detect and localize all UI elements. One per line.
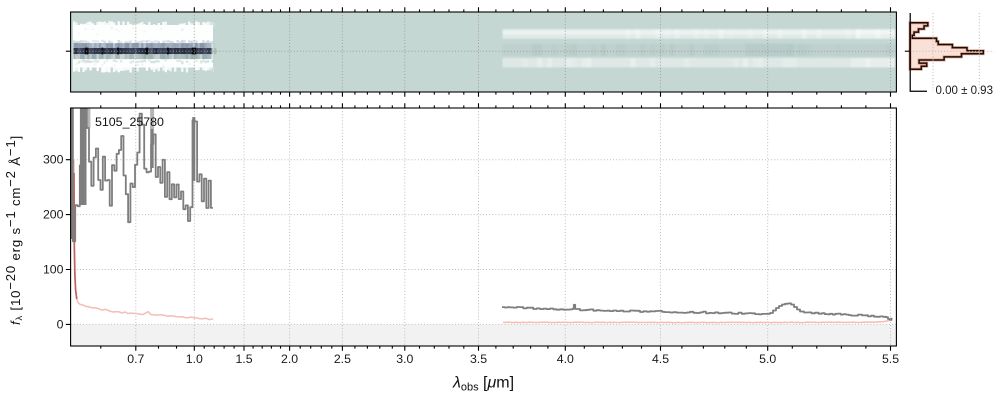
svg-text:3.5: 3.5 [470, 352, 487, 366]
svg-text:300: 300 [43, 153, 64, 167]
svg-text:4.5: 4.5 [652, 352, 669, 366]
svg-text:0.7: 0.7 [127, 352, 144, 366]
svg-text:0.00 ± 0.93: 0.00 ± 0.93 [936, 85, 993, 97]
svg-text:3.0: 3.0 [396, 352, 413, 366]
svg-text:2.0: 2.0 [281, 352, 298, 366]
svg-text:λobs [μm]: λobs [μm] [452, 375, 514, 394]
svg-text:4.0: 4.0 [557, 352, 574, 366]
svg-text:0: 0 [57, 317, 64, 331]
svg-text:5105_25780: 5105_25780 [95, 115, 164, 129]
svg-text:1.5: 1.5 [235, 352, 252, 366]
svg-text:5.0: 5.0 [759, 352, 776, 366]
svg-text:2.5: 2.5 [334, 352, 351, 366]
svg-text:5.5: 5.5 [882, 352, 899, 366]
svg-text:1.0: 1.0 [186, 352, 203, 366]
svg-text:200: 200 [43, 208, 64, 222]
svg-text:100: 100 [43, 263, 64, 277]
svg-text:fλ [10−20 erg s−1 cm−2 Å−1]: fλ [10−20 erg s−1 cm−2 Å−1] [3, 135, 25, 325]
